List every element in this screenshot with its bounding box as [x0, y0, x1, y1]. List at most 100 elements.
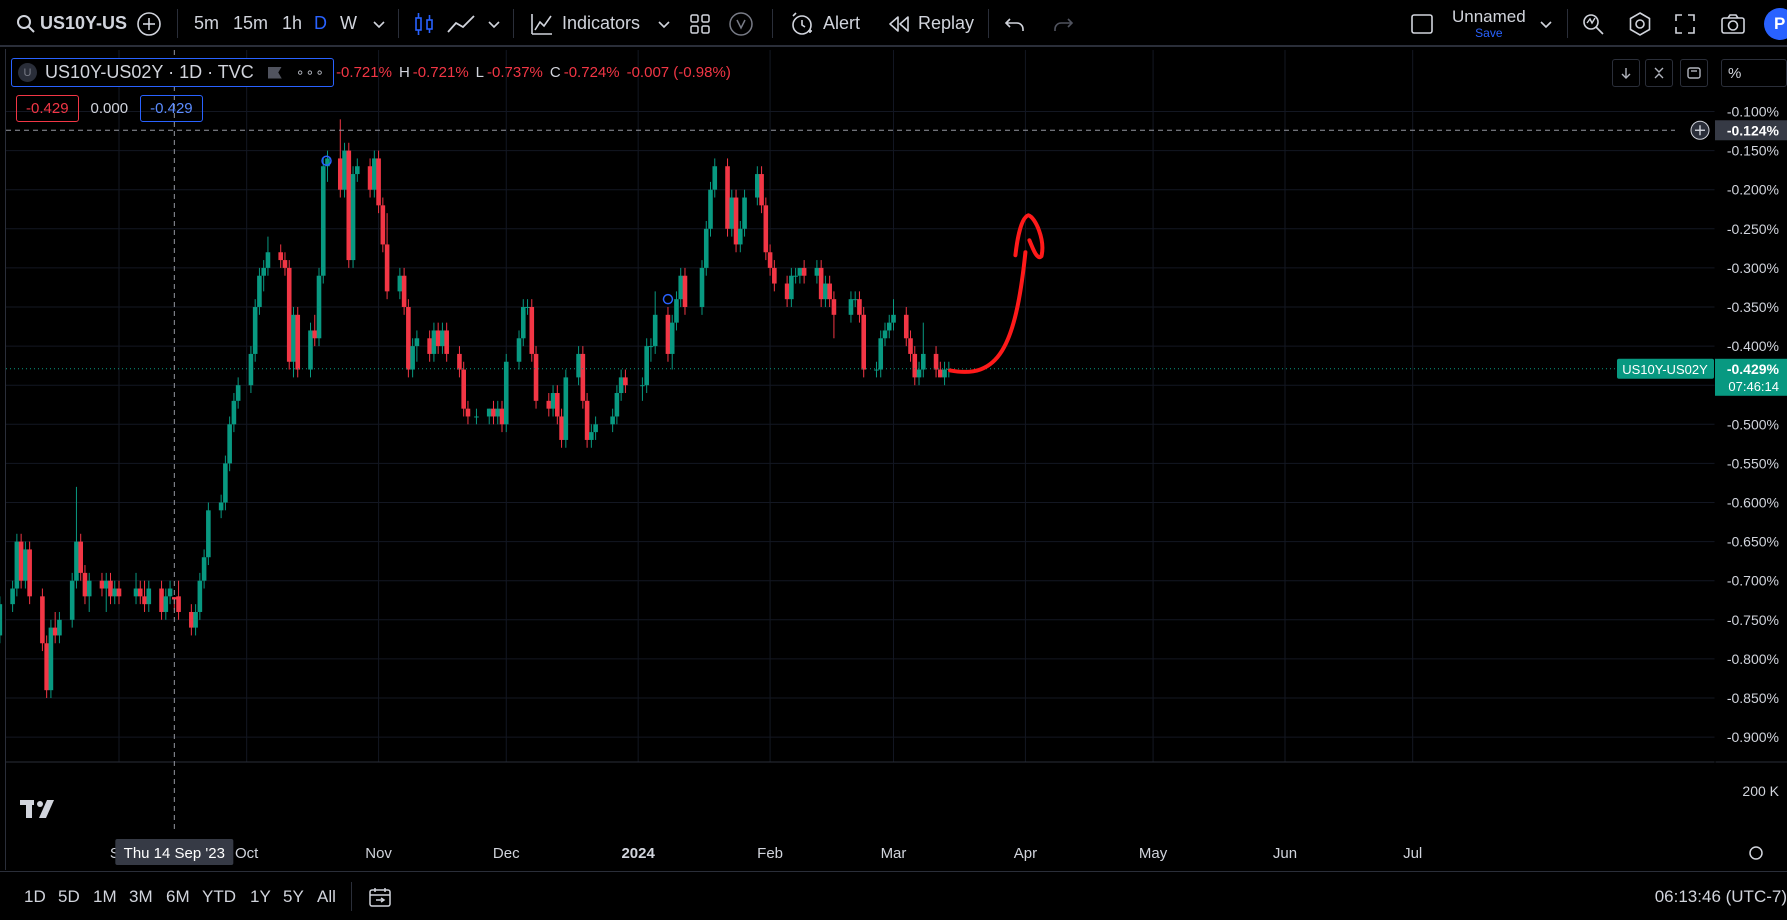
crosshair-date-tag: [115, 839, 234, 865]
candle: [737, 220, 743, 253]
candle-body: [440, 330, 445, 347]
candle-body: [52, 627, 58, 636]
candle: [942, 361, 947, 386]
maximize-icon: [1687, 67, 1701, 79]
settings-button[interactable]: [1627, 0, 1653, 47]
candle: [767, 244, 773, 276]
candle: [227, 416, 232, 472]
range-6m[interactable]: 6M: [166, 886, 190, 906]
symbol-legend[interactable]: U US10Y-US02Y · 1D · TVC ∘∘∘: [11, 58, 335, 87]
avatar[interactable]: P: [1764, 8, 1787, 40]
range-1y[interactable]: 1Y: [250, 886, 271, 906]
clock-timezone[interactable]: 06:13:46 (UTC-7): [1654, 886, 1787, 906]
range-1m[interactable]: 1M: [93, 886, 117, 906]
candle: [674, 291, 679, 331]
fullscreen-button[interactable]: [1674, 0, 1696, 47]
time-axis: SeOctNovDec2024FebMarAprMayJunJul: [110, 845, 1422, 862]
price-tick-label: -0.500%: [1727, 416, 1779, 432]
candle: [882, 322, 888, 347]
candle: [257, 267, 262, 315]
candle-body: [346, 150, 352, 261]
indicators-dropdown[interactable]: [657, 0, 671, 47]
candle: [193, 604, 198, 636]
candle: [78, 533, 84, 581]
indicators-button[interactable]: Indicators: [530, 0, 640, 47]
candle-body: [435, 330, 441, 347]
interval-15m[interactable]: 15m: [233, 13, 269, 33]
interval-d[interactable]: D: [314, 13, 327, 33]
candle: [644, 338, 649, 394]
flag-icon[interactable]: [267, 66, 282, 79]
candle-body: [265, 252, 271, 268]
symbol-search[interactable]: US10Y-US: [16, 0, 127, 47]
strategy-button[interactable]: [728, 0, 754, 47]
candle-body: [861, 314, 867, 370]
scroll-down-button[interactable]: [1612, 59, 1640, 87]
go-to-date-button[interactable]: [368, 872, 392, 920]
alert-button[interactable]: Alert: [789, 0, 860, 47]
candle-body: [401, 275, 407, 307]
candle: [52, 611, 58, 644]
interval-dropdown[interactable]: [372, 0, 386, 47]
candle: [223, 455, 228, 511]
range-1d[interactable]: 1D: [24, 886, 46, 906]
interval-w[interactable]: W: [340, 13, 357, 33]
templates-button[interactable]: [689, 0, 711, 47]
range-5y[interactable]: 5Y: [283, 886, 304, 906]
candle-body: [444, 330, 449, 354]
price-tick-label: -0.300%: [1727, 260, 1779, 276]
chart-type-dropdown[interactable]: [487, 0, 501, 47]
range-3m[interactable]: 3M: [129, 886, 153, 906]
replay-button[interactable]: Replay: [888, 0, 974, 47]
maximize-pane-button[interactable]: [1680, 59, 1708, 87]
chart-pane[interactable]: [5, 49, 1787, 870]
candle-body: [618, 377, 624, 394]
time-tick-label: Apr: [1014, 845, 1037, 862]
candle-body: [78, 541, 84, 573]
price-tick-label: -0.350%: [1727, 299, 1779, 315]
candle: [431, 322, 437, 362]
search-icon: [17, 14, 35, 33]
candle-body: [580, 353, 586, 401]
candle: [742, 189, 747, 237]
snapshot-button[interactable]: [1720, 0, 1746, 47]
redo-button[interactable]: [1052, 0, 1074, 47]
candle-body: [784, 283, 790, 300]
more-icon[interactable]: ∘∘∘: [295, 64, 326, 80]
candles-chart-type-button[interactable]: [412, 0, 436, 47]
candle-body: [623, 377, 628, 386]
layout-save[interactable]: Unnamed Save: [1452, 0, 1526, 47]
crosshair-price-tag: [1715, 120, 1787, 141]
candle-body: [431, 330, 437, 354]
candle-body: [916, 369, 922, 378]
collapse-button[interactable]: [1645, 59, 1673, 87]
candle: [491, 400, 496, 425]
layout-select-button[interactable]: [1410, 0, 1434, 47]
candle: [733, 189, 739, 253]
scale-mode-percent[interactable]: %: [1721, 59, 1787, 87]
candle-body: [261, 267, 266, 276]
interval-5m[interactable]: 5m: [194, 13, 220, 33]
candle: [474, 408, 479, 425]
price-tick-label: -0.200%: [1727, 182, 1779, 198]
gear-icon: [1629, 11, 1651, 36]
ohlc-values: -0.721% H -0.721% L -0.737% C -0.724% -0.007 (-…: [336, 64, 731, 81]
candle: [337, 119, 343, 198]
quick-search-button[interactable]: [1580, 0, 1606, 47]
time-tick-label: Nov: [365, 845, 392, 862]
candle-body: [699, 267, 705, 307]
range-all[interactable]: All: [317, 886, 336, 906]
candle-body: [878, 338, 884, 370]
range-ytd[interactable]: YTD: [202, 886, 236, 906]
layout-dropdown[interactable]: [1539, 0, 1553, 47]
undo-button[interactable]: [1004, 0, 1026, 47]
chevron-down-icon: [658, 20, 670, 28]
compare-add-button[interactable]: [136, 0, 162, 47]
line-chart-type-button[interactable]: [446, 0, 476, 47]
candle: [559, 408, 564, 448]
chevron-down-icon: [373, 20, 385, 28]
candle: [814, 260, 820, 284]
range-5d[interactable]: 5D: [58, 886, 80, 906]
interval-1h[interactable]: 1h: [282, 13, 303, 33]
